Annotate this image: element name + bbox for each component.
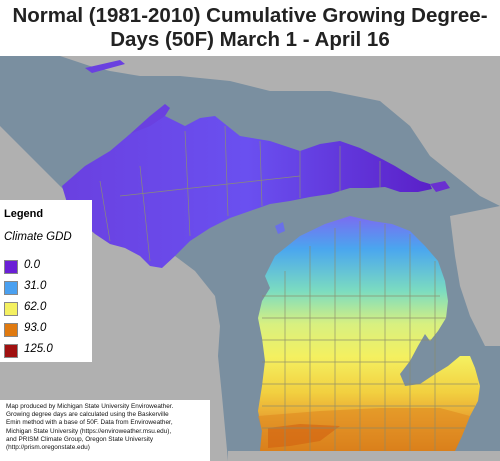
- up-county-lines: [99, 125, 381, 262]
- legend-label: 31.0: [24, 280, 47, 292]
- legend-swatch: [4, 260, 18, 274]
- upper-peninsula: [62, 116, 432, 268]
- map-title-line-2: Days (50F) March 1 - April 16: [110, 28, 390, 51]
- ontario-land-east: [450, 206, 500, 346]
- legend: Legend Climate GDD 0.0 31.0 62.0 93.0 12…: [0, 200, 92, 362]
- map-title: Normal (1981-2010) Cumulative Growing De…: [0, 0, 500, 56]
- credit-line: Map produced by Michigan State Universit…: [6, 403, 174, 410]
- legend-subheading: Climate GDD: [4, 231, 72, 243]
- credit-line: and PRISM Climate Group, Oregon State Un…: [6, 435, 154, 443]
- county-lines: [262, 221, 478, 451]
- southwest-hot-area: [268, 424, 340, 448]
- drummond-island: [430, 181, 450, 192]
- legend-heading: Legend: [4, 208, 44, 220]
- legend-swatch: [4, 323, 18, 337]
- legend-label: 125.0: [24, 343, 53, 355]
- beaver-island: [275, 222, 285, 234]
- lower-peninsula: [258, 216, 480, 451]
- legend-label: 62.0: [24, 301, 47, 313]
- map-title-line-1: Normal (1981-2010) Cumulative Growing De…: [12, 4, 488, 27]
- keweenaw-peninsula: [130, 104, 170, 134]
- legend-swatch: [4, 281, 18, 295]
- credit-note: Map produced by Michigan State Universit…: [0, 400, 210, 461]
- credit-line: Emin method with a base of 50F. Data fro…: [6, 419, 173, 427]
- credit-line: Michigan State University (https://envir…: [6, 427, 172, 435]
- legend-label: 93.0: [24, 322, 47, 334]
- legend-label: 0.0: [24, 259, 40, 271]
- isle-royale: [85, 60, 125, 73]
- credit-line: (http://prism.oregonstate.edu): [6, 444, 90, 452]
- legend-swatch: [4, 302, 18, 316]
- canada-land: [60, 56, 500, 206]
- credit-line: Growing degree days are calculated using…: [6, 411, 169, 419]
- legend-swatch: [4, 344, 18, 358]
- southern-land: [228, 451, 500, 461]
